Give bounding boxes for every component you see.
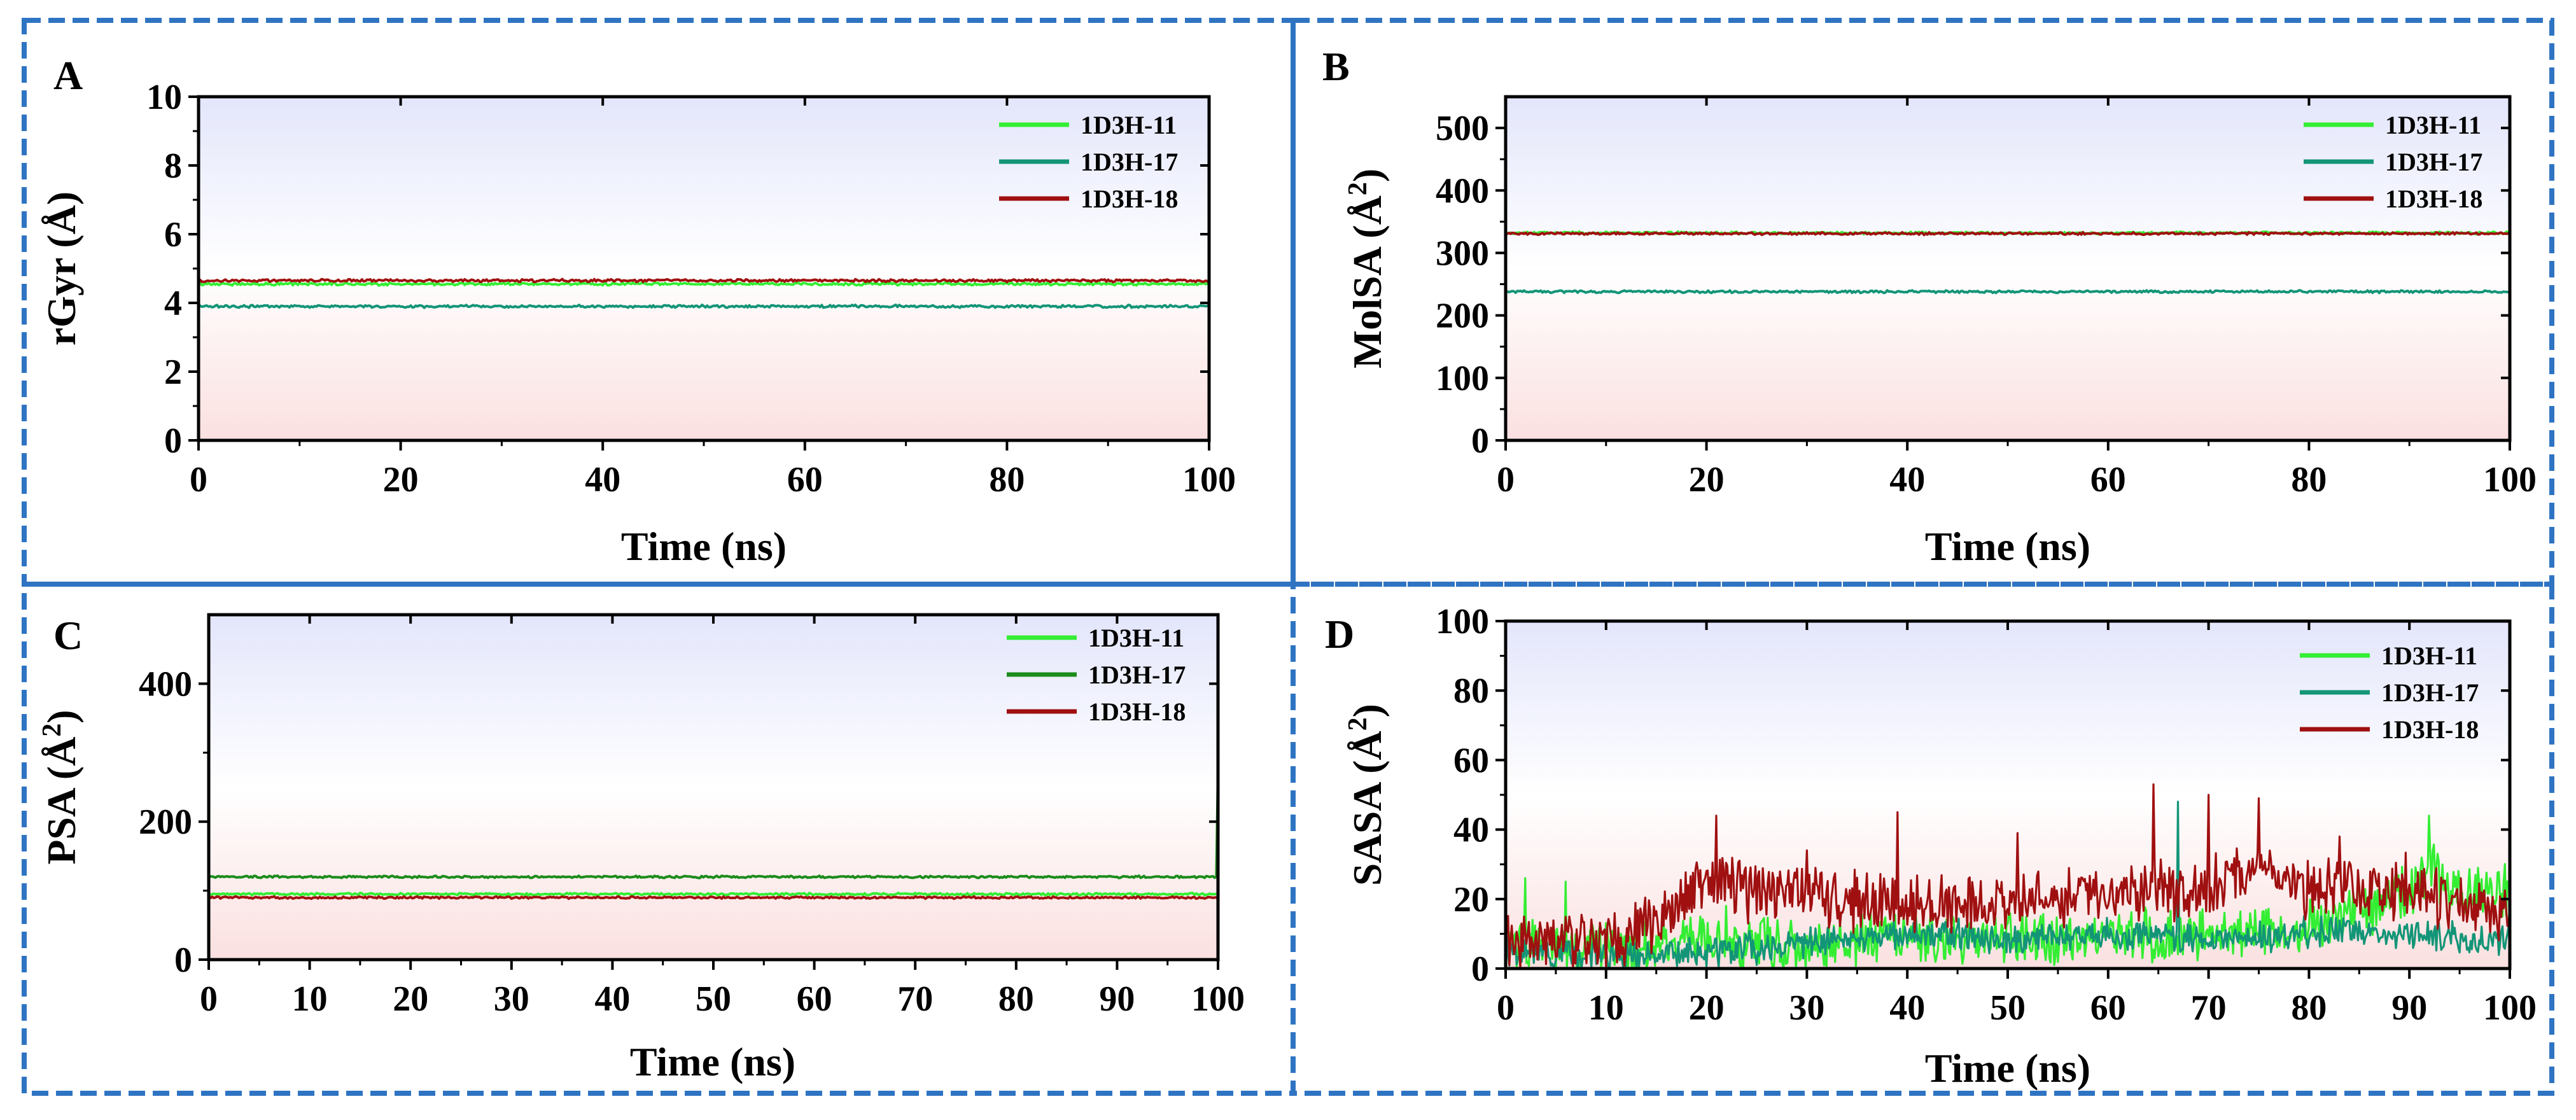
x-tick-label: 100 bbox=[2483, 988, 2537, 1028]
y-tick-label: 4 bbox=[164, 284, 182, 323]
y-axis-title: PSA (Å2) bbox=[38, 710, 84, 864]
x-tick-label: 40 bbox=[585, 460, 620, 500]
x-tick-label: 80 bbox=[998, 979, 1034, 1019]
legend-label: 1D3H-11 bbox=[2385, 111, 2481, 139]
y-tick-label: 200 bbox=[139, 802, 192, 842]
x-tick-label: 30 bbox=[494, 979, 529, 1019]
y-tick-label: 80 bbox=[1453, 671, 1489, 711]
legend-label: 1D3H-11 bbox=[2381, 641, 2477, 670]
x-tick-label: 90 bbox=[2391, 988, 2427, 1028]
legend-label: 1D3H-18 bbox=[1081, 185, 1178, 213]
series-line-1d3h-17 bbox=[1504, 801, 2511, 969]
panel-label: B bbox=[1322, 44, 1350, 89]
legend-label: 1D3H-17 bbox=[1088, 661, 1186, 689]
y-tick-label: 8 bbox=[164, 146, 182, 186]
x-tick-label: 10 bbox=[1588, 988, 1624, 1028]
plot-area-background bbox=[199, 97, 1209, 440]
y-tick-label: 0 bbox=[174, 941, 192, 980]
legend-label: 1D3H-17 bbox=[2381, 678, 2479, 707]
x-tick-label: 40 bbox=[1889, 460, 1925, 500]
x-tick-label: 10 bbox=[292, 979, 328, 1019]
x-tick-label: 40 bbox=[594, 979, 630, 1019]
x-tick-label: 60 bbox=[2090, 988, 2126, 1028]
x-tick-label: 30 bbox=[1789, 988, 1824, 1028]
chart-panel-a: 0 20 40 60 80 100 0 2 4 6 8 10 Time (ns) rGyr (Å) A 1D3… bbox=[39, 53, 1236, 569]
series-line-1d3h-18 bbox=[1504, 783, 2511, 969]
x-axis-title: Time (ns) bbox=[1925, 1046, 2090, 1091]
x-tick-label: 20 bbox=[1689, 460, 1725, 500]
legend-label: 1D3H-18 bbox=[1088, 697, 1186, 726]
x-tick-label: 0 bbox=[1497, 460, 1515, 500]
x-tick-label: 50 bbox=[696, 979, 731, 1019]
y-tick-label: 60 bbox=[1453, 741, 1489, 780]
series-line-1d3h-18 bbox=[1504, 230, 2510, 237]
x-tick-label: 90 bbox=[1099, 979, 1135, 1019]
x-tick-label: 40 bbox=[1889, 988, 1925, 1028]
x-tick-label: 80 bbox=[989, 460, 1025, 500]
legend-label: 1D3H-11 bbox=[1081, 111, 1177, 139]
y-tick-label: 0 bbox=[1471, 421, 1489, 461]
y-tick-label: 200 bbox=[1436, 297, 1489, 336]
chart-panel-d: 0 10 20 30 40 50 60 70 80 90 100 0 20 40 60 80 100 Time (… bbox=[1325, 602, 2537, 1091]
y-tick-label: 100 bbox=[1436, 602, 1489, 641]
panel-label: D bbox=[1325, 612, 1354, 657]
y-tick-label: 500 bbox=[1436, 109, 1489, 148]
x-tick-label: 60 bbox=[797, 979, 832, 1019]
y-tick-label: 300 bbox=[1436, 234, 1489, 273]
x-axis-title: Time (ns) bbox=[630, 1039, 795, 1084]
x-tick-label: 20 bbox=[393, 979, 428, 1019]
panel-label: A bbox=[53, 53, 83, 98]
plot-area-background bbox=[209, 615, 1218, 960]
x-tick-label: 100 bbox=[1191, 979, 1245, 1019]
x-tick-label: 100 bbox=[2483, 460, 2537, 500]
y-tick-label: 400 bbox=[139, 664, 192, 704]
series-line-1d3h-17 bbox=[197, 304, 1210, 309]
x-tick-label: 0 bbox=[190, 460, 207, 500]
legend-label: 1D3H-18 bbox=[2385, 185, 2482, 213]
x-tick-label: 0 bbox=[1497, 988, 1515, 1028]
series-line-1d3h-18 bbox=[208, 895, 1218, 900]
chart-panel-b: 0 20 40 60 80 100 0 100 200 300 400 500 Time (ns) Mol… bbox=[1322, 44, 2537, 569]
legend-label: 1D3H-18 bbox=[2381, 715, 2479, 744]
y-tick-label: 20 bbox=[1453, 880, 1489, 920]
legend-label: 1D3H-17 bbox=[2385, 148, 2482, 176]
y-tick-label: 10 bbox=[146, 78, 182, 117]
panel-frame-d bbox=[1291, 582, 2554, 1096]
x-tick-label: 20 bbox=[1689, 988, 1725, 1028]
x-tick-label: 20 bbox=[383, 460, 419, 500]
chart-panel-c: 0 10 20 30 40 50 60 70 80 90 100 0 200 400 Time (ns) PS… bbox=[38, 613, 1245, 1084]
x-tick-label: 80 bbox=[2291, 460, 2327, 500]
panel-frames bbox=[22, 18, 2554, 1096]
x-tick-label: 80 bbox=[2291, 988, 2327, 1028]
x-tick-label: 70 bbox=[897, 979, 933, 1019]
x-tick-label: 50 bbox=[1990, 988, 2026, 1028]
x-tick-label: 100 bbox=[1182, 460, 1236, 500]
y-axis-title: SASA (Å2) bbox=[1343, 704, 1390, 886]
y-tick-label: 400 bbox=[1436, 171, 1489, 211]
series-line-1d3h-17 bbox=[1505, 289, 2510, 295]
x-axis-title: Time (ns) bbox=[1925, 524, 2090, 569]
y-tick-label: 0 bbox=[164, 421, 182, 461]
panel-label: C bbox=[53, 613, 83, 658]
x-tick-label: 60 bbox=[787, 460, 823, 500]
y-axis-title: rGyr (Å) bbox=[39, 192, 84, 346]
y-tick-label: 0 bbox=[1471, 949, 1489, 989]
x-tick-label: 0 bbox=[200, 979, 218, 1019]
y-tick-label: 6 bbox=[164, 215, 182, 255]
legend-label: 1D3H-11 bbox=[1088, 624, 1184, 652]
y-axis-title: MolSA (Å2) bbox=[1343, 169, 1390, 368]
series-line-1d3h-11 bbox=[198, 281, 1210, 287]
y-tick-label: 2 bbox=[164, 353, 182, 392]
legend-label: 1D3H-17 bbox=[1081, 148, 1178, 176]
x-tick-label: 70 bbox=[2191, 988, 2227, 1028]
y-tick-label: 40 bbox=[1453, 811, 1489, 850]
series-line-1d3h-11 bbox=[207, 892, 1218, 897]
x-tick-label: 60 bbox=[2090, 460, 2126, 500]
series-line-1d3h-18 bbox=[197, 277, 1210, 284]
series-line-1d3h-17 bbox=[207, 766, 1219, 879]
y-tick-label: 100 bbox=[1436, 359, 1489, 398]
plot-area-background bbox=[1506, 97, 2510, 440]
x-axis-title: Time (ns) bbox=[621, 524, 787, 569]
